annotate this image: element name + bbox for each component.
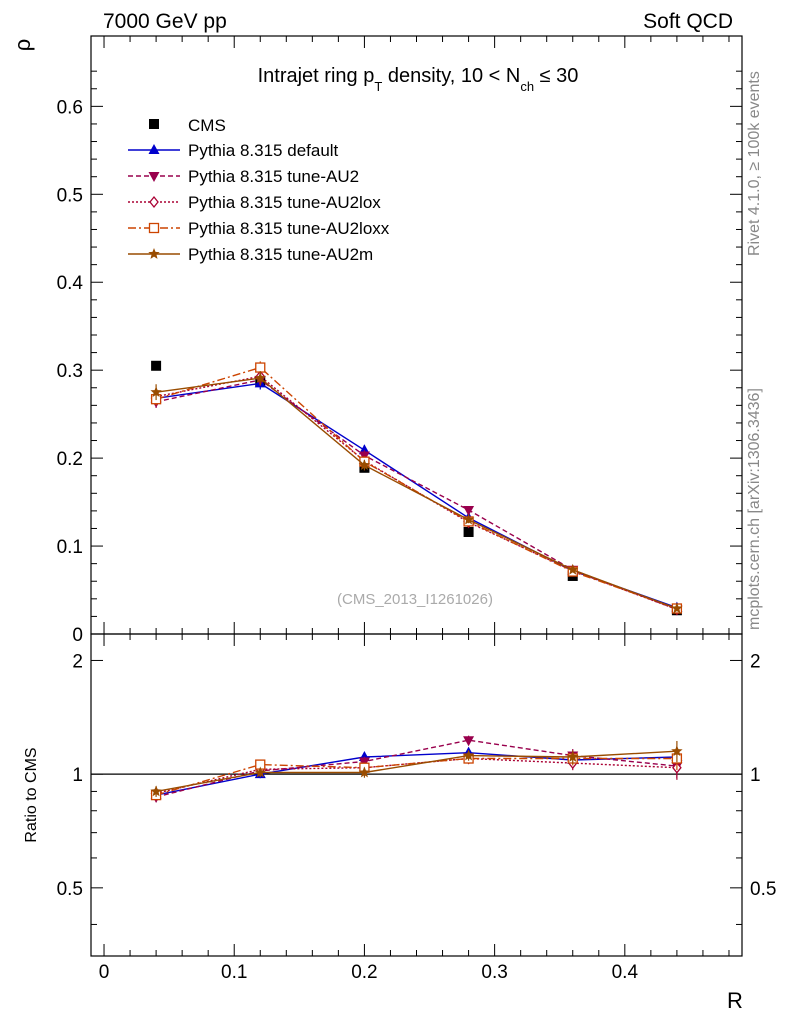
ratio-tick-label-right: 0.5 — [750, 879, 776, 900]
x-axis-label: R — [727, 988, 743, 1013]
series-line-0 — [156, 382, 678, 609]
y-tick-label: 0.5 — [57, 185, 83, 206]
y-tick-label: 0.3 — [57, 361, 83, 382]
series-line-4 — [156, 377, 678, 610]
series-point-4 — [671, 602, 683, 614]
legend-marker-1 — [148, 172, 160, 182]
legend-label-4: Pythia 8.315 tune-AU2m — [188, 245, 373, 264]
series-point-4 — [567, 563, 579, 575]
ratio-plot-frame — [90, 633, 743, 957]
legend-label-1: Pythia 8.315 tune-AU2 — [188, 167, 359, 186]
legend-marker-3 — [148, 222, 160, 234]
ratio-point-4 — [462, 749, 475, 761]
ratio-point-4 — [358, 766, 371, 778]
series-point-4 — [358, 459, 371, 470]
y-tick-label: 0.2 — [57, 449, 83, 470]
x-tick-label: 0.3 — [481, 962, 507, 983]
ratio-line-1 — [155, 739, 677, 798]
ratio-line-4 — [155, 750, 677, 793]
data-point-cms — [151, 360, 162, 371]
ratio-line-2 — [155, 757, 677, 794]
series-point-1 — [463, 506, 475, 517]
ratio-point-4 — [150, 785, 162, 797]
y-tick-label: 0 — [72, 625, 83, 646]
ratio-point-1 — [463, 736, 475, 747]
y-tick-label: 0.6 — [57, 97, 83, 118]
y-axis-label: ρ — [10, 39, 35, 52]
series-line-3 — [155, 366, 678, 610]
series-point-4 — [150, 386, 162, 397]
mcplots-label: mcplots.cern.ch [arXiv:1306.3436] — [746, 388, 763, 630]
ratio-tick-label: 2 — [72, 651, 83, 672]
chart-title: Intrajet ring pT density, 10 < Nch ≤ 30 — [258, 65, 579, 94]
x-tick-label: 0 — [99, 962, 110, 983]
ratio-tick-label: 0.5 — [57, 879, 83, 900]
legend-marker-0 — [148, 144, 160, 154]
ratio-point-4 — [254, 766, 266, 778]
legend-label-0: Pythia 8.315 default — [188, 141, 339, 160]
y-tick-label: 0.1 — [57, 537, 83, 558]
ratio-tick-label-right: 2 — [750, 651, 761, 672]
analysis-label: (CMS_2013_I1261026) — [337, 591, 493, 608]
x-tick-label: 0.4 — [612, 962, 639, 983]
ratio-line-0 — [155, 751, 677, 796]
header-left: 7000 GeV pp — [103, 10, 227, 33]
series-point-4 — [254, 372, 266, 383]
series-point-3 — [255, 362, 266, 373]
legend-label-cms: CMS — [188, 116, 226, 135]
series-point-4 — [462, 513, 475, 525]
series-line-1 — [155, 379, 678, 611]
legend-marker-2 — [149, 195, 159, 209]
data-point-cms — [463, 526, 474, 537]
ratio-tick-label-right: 1 — [750, 765, 761, 786]
legend-label-2: Pythia 8.315 tune-AU2lox — [188, 193, 381, 212]
ratio-tick-label: 1 — [72, 765, 83, 786]
legend-label-3: Pythia 8.315 tune-AU2loxx — [188, 219, 390, 238]
header-right: Soft QCD — [643, 10, 733, 33]
x-tick-label: 0.2 — [351, 962, 377, 983]
ratio-point-4 — [671, 745, 683, 757]
ratio-line-3 — [155, 757, 677, 796]
ratio-point-4 — [567, 751, 579, 762]
rivet-version-label: Rivet 4.1.0, ≥ 100k events — [746, 71, 763, 256]
legend-marker-4 — [148, 248, 160, 259]
ratio-y-axis-label: Ratio to CMS — [23, 747, 40, 842]
x-tick-label: 0.1 — [221, 962, 247, 983]
y-tick-label: 0.4 — [57, 273, 84, 294]
legend-marker-cms — [149, 119, 159, 129]
